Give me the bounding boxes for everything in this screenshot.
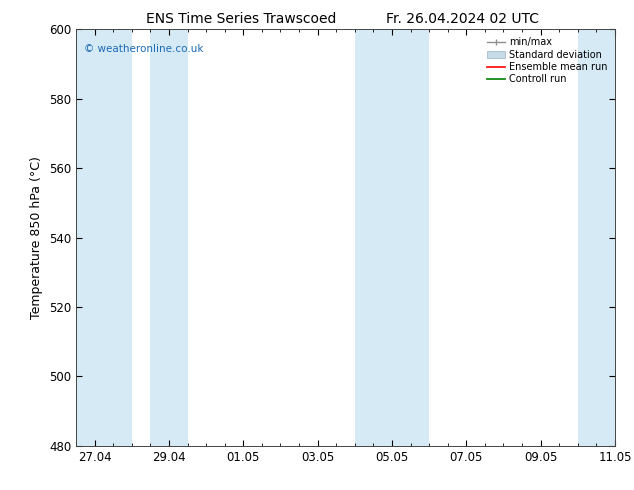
Text: Fr. 26.04.2024 02 UTC: Fr. 26.04.2024 02 UTC [386,12,540,26]
Legend: min/max, Standard deviation, Ensemble mean run, Controll run: min/max, Standard deviation, Ensemble me… [484,34,610,87]
Text: ENS Time Series Trawscoed: ENS Time Series Trawscoed [146,12,336,26]
Bar [76,29,132,446]
Bar [355,29,429,446]
Y-axis label: Temperature 850 hPa (°C): Temperature 850 hPa (°C) [30,156,43,319]
Text: © weatheronline.co.uk: © weatheronline.co.uk [84,44,204,54]
Bar [150,29,188,446]
Bar [578,29,633,446]
